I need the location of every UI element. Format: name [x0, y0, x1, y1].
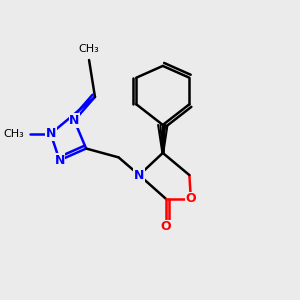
Text: CH₃: CH₃ — [79, 44, 99, 54]
Text: CH₃: CH₃ — [3, 129, 24, 139]
Text: O: O — [160, 220, 171, 233]
Text: N: N — [46, 127, 56, 140]
Text: N: N — [134, 169, 144, 182]
Text: N: N — [69, 114, 80, 127]
Text: O: O — [185, 192, 196, 205]
Text: N: N — [54, 154, 65, 167]
